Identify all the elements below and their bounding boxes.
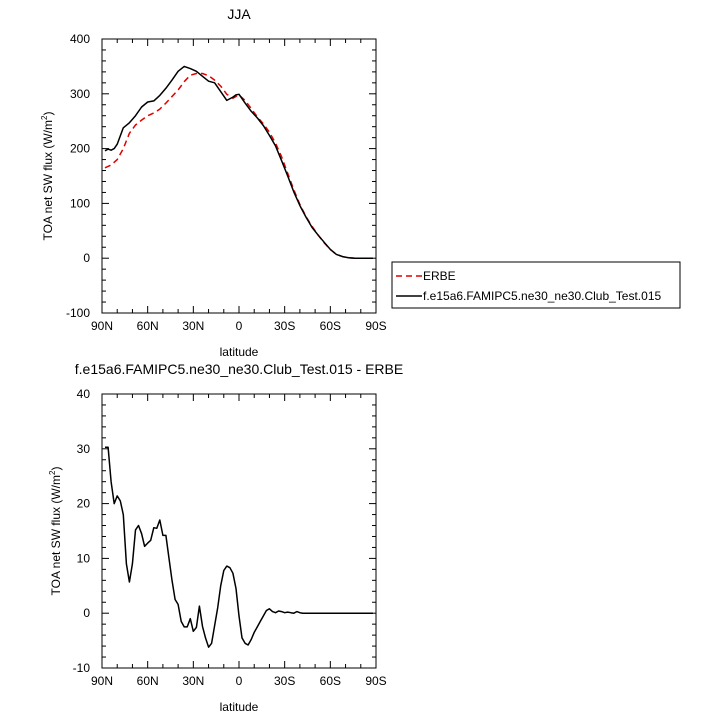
y-axis-label: TOA net SW flux (W/m2) [48,467,63,596]
y-axis-label-close: ) [49,467,63,471]
legend-entry: f.e15a6.FAMIPC5.ne30_ne30.Club_Test.015 [423,289,661,303]
x-tick-label: 0 [236,674,243,688]
x-tick-label: 60N [137,674,159,688]
x-tick-label: 30S [274,674,295,688]
y-tick-label: 0 [83,606,90,620]
x-tick-label: 90N [91,319,113,333]
x-tick-label: 0 [236,319,243,333]
x-tick-label: 90N [91,674,113,688]
chart-title: JJA [227,6,251,22]
legend-box [391,261,681,309]
y-tick-label: 300 [70,87,90,101]
y-tick-label: 40 [77,387,91,401]
plot-frame [101,393,377,669]
plot-frame [101,38,377,314]
y-tick-label: -100 [66,306,90,320]
x-tick-label: 60N [137,319,159,333]
series-line-erbe [104,72,373,259]
x-tick-label: 60S [320,674,341,688]
y-tick-label: 30 [77,442,91,456]
x-axis-label: latitude [220,345,259,359]
y-axis-label-superscript: 2 [48,470,57,475]
series-line-diff-0 [105,446,373,648]
y-axis-label: TOA net SW flux (W/m2) [40,112,55,241]
x-tick-label: 30N [182,674,204,688]
top-plot: JJA 90N 60N 30N 0 30S 60S 90S -100 0 100 200 300 400 l… [40,6,387,359]
y-tick-label: 400 [70,32,90,46]
x-tick-label: 90S [365,674,386,688]
y-tick-label: 200 [70,142,90,156]
y-axis-label-close: ) [41,112,55,116]
x-tick-label: 30S [274,319,295,333]
y-tick-label: 100 [70,196,90,210]
legend: ERBE f.e15a6.FAMIPC5.ne30_ne30.Club_Test.… [391,261,681,309]
x-tick-label: 90S [365,319,386,333]
bottom-plot: f.e15a6.FAMIPC5.ne30_ne30.Club_Test.015 … [48,361,403,714]
y-tick-label: 0 [83,251,90,265]
x-tick-label: 60S [320,319,341,333]
chart-title: f.e15a6.FAMIPC5.ne30_ne30.Club_Test.015 … [75,361,403,377]
y-tick-label: -10 [73,661,91,675]
series-line-f-e15a6-famipc5-ne30-ne30-club-test-015 [104,65,373,259]
y-axis-label-main: TOA net SW flux (W/m [41,120,55,240]
y-axis-label-superscript: 2 [40,115,49,120]
y-tick-label: 20 [77,497,91,511]
legend-entry: ERBE [423,269,456,283]
x-tick-label: 30N [182,319,204,333]
y-tick-label: 10 [77,551,91,565]
y-axis-label-main: TOA net SW flux (W/m [49,475,63,595]
x-axis-label: latitude [220,700,259,714]
